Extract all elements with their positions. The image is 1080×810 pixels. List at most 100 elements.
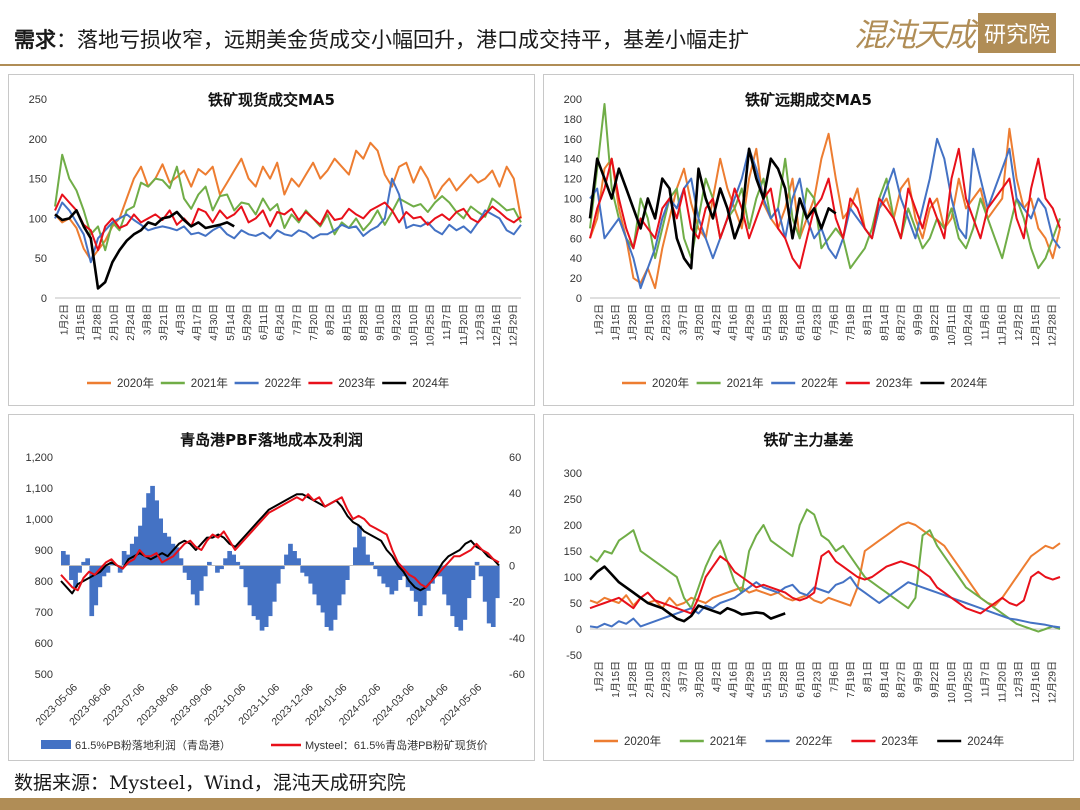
profit-bar	[105, 565, 111, 573]
x-tick-label: 3月20日	[694, 661, 706, 698]
x-tick-label: 12月16日	[491, 304, 503, 346]
y-tick-label: 180	[564, 114, 582, 126]
chart-title: 铁矿主力基差	[763, 431, 853, 449]
y-tick-label: 200	[564, 94, 582, 106]
y-tick-label: 150	[29, 174, 47, 186]
x-tick-label: 12月3日	[1013, 661, 1025, 698]
profit-bar	[259, 565, 265, 631]
x-tick-label: 10月10日	[408, 304, 420, 346]
y-tick-label: 80	[570, 213, 582, 225]
profit-bar	[320, 565, 326, 613]
x-tick-label: 2月23日	[661, 304, 673, 341]
profit-bar	[219, 565, 224, 570]
x-tick-label: 1月2日	[593, 304, 605, 335]
profit-bar	[377, 565, 382, 577]
chart-panel-pbf: 青岛港PBF落地成本及利润 500 600 700 800 900 1,000 1,100 1,…	[8, 414, 535, 761]
x-tick-label: 8月2日	[325, 304, 337, 335]
profit-bar	[178, 558, 184, 566]
x-tick-label: 12月28日	[1047, 304, 1059, 346]
profit-bar	[478, 565, 484, 577]
chart-panel-basis: 铁矿主力基差 -50 0 50 100 150 200 250 300 1月2日 1月15日 1月28…	[543, 414, 1074, 761]
profit-bar	[409, 565, 415, 591]
profit-bar	[227, 551, 232, 566]
x-tick-label: 10月25日	[424, 304, 436, 346]
header: 需求：落地亏损收窄，远期美金货成交小幅回升，港口成交持平，基差小幅走扩 混沌天成…	[0, 0, 1080, 66]
profit-bar	[61, 551, 66, 566]
y-tick-label: 0	[576, 293, 582, 305]
profit-bar	[316, 565, 322, 606]
series-line-2022	[589, 576, 1061, 629]
x-tick-label: 9月22日	[929, 661, 941, 698]
profit-bar	[77, 565, 82, 573]
y-tick-label-right: 20	[509, 524, 521, 536]
x-tick-label: 11月7日	[979, 661, 991, 697]
x-tick-label: 12月29日	[1047, 661, 1059, 703]
profit-bar	[69, 565, 74, 580]
profit-bar	[336, 565, 342, 606]
y-tick-label: 300	[564, 468, 582, 480]
legend-label-2023: 2023年	[338, 376, 375, 390]
profit-bar	[215, 565, 220, 573]
x-tick-label: 12月16日	[1030, 661, 1042, 703]
x-tick-label: 11月7日	[441, 304, 453, 340]
legend-label-2020: 2020年	[652, 376, 689, 390]
x-tick-label: 8月15日	[341, 304, 353, 341]
y-tick-label: 120	[564, 174, 582, 186]
x-tick-label: 1月15日	[610, 304, 622, 341]
profit-bar	[454, 565, 460, 627]
header-divider	[0, 64, 1080, 66]
profit-bar	[198, 565, 204, 591]
series-line-2021	[589, 508, 1061, 633]
chart-basis: 铁矿主力基差 -50 0 50 100 150 200 250 300 1月2日 1月15日 1月28…	[564, 431, 1061, 748]
x-tick-label: 4月29日	[744, 661, 756, 698]
y-tick-label: 150	[564, 546, 582, 558]
x-tick-label: 4月16日	[728, 304, 740, 341]
x-tick-label: 7月19日	[845, 304, 857, 341]
series-line-2024	[54, 209, 235, 290]
y-tick-label-left: 1,000	[25, 514, 53, 526]
profit-bar	[255, 565, 261, 620]
x-tick-label: 7月20日	[308, 304, 320, 341]
profit-bar	[158, 518, 163, 566]
profit-bar	[101, 565, 107, 577]
profit-bar	[308, 565, 314, 584]
series-line-2021	[54, 153, 522, 252]
y-tick-label: 20	[570, 273, 582, 285]
series-line-2023	[589, 550, 1061, 615]
y-tick-label-right: -20	[509, 597, 525, 609]
profit-bar	[482, 565, 488, 602]
x-tick-label: 7月6日	[828, 304, 840, 335]
chart-spot-volume: 铁矿现货成交MA5 0 50 100 150 200 250 1月2日 1月15日 1月28日 2月…	[29, 91, 522, 390]
profit-bar	[280, 565, 285, 570]
profit-bar	[353, 547, 358, 566]
y-tick-label-left: 900	[35, 545, 53, 557]
x-tick-label: 5月15日	[761, 661, 773, 698]
legend-label-2022: 2022年	[265, 376, 302, 390]
logo-script: 混沌天成	[853, 16, 976, 54]
chart-forward-volume: 铁矿远期成交MA5 0 20 40 60 80 100 120 140 160 180 200 1月2日…	[564, 91, 1061, 390]
y-tick-label-left: 700	[35, 607, 53, 619]
profit-bar	[312, 565, 318, 595]
x-tick-label: 7月6日	[828, 661, 840, 692]
profit-bar	[138, 525, 143, 566]
profit-bar	[251, 565, 257, 617]
profit-bar	[328, 565, 334, 631]
profit-bar	[247, 565, 253, 606]
profit-bar	[190, 565, 196, 595]
x-tick-label: 12月2日	[1013, 304, 1025, 341]
x-tick-label: 6月10日	[795, 304, 807, 341]
profit-bar	[146, 493, 151, 566]
profit-bar	[462, 565, 468, 620]
profit-bar	[332, 565, 338, 620]
x-tick-label: 10月11日	[946, 304, 958, 346]
x-tick-label: 9月22日	[929, 304, 941, 341]
legend-swatch-profit	[41, 740, 71, 749]
y-tick-label: 50	[570, 598, 582, 610]
legend-label-2021: 2021年	[727, 376, 764, 390]
y-tick-label: 50	[35, 253, 47, 265]
profit-bar	[340, 565, 346, 595]
x-tick-label: 8月28日	[358, 304, 370, 341]
x-tick-label: 3月7日	[677, 661, 689, 692]
legend-label-2023: 2023年	[876, 376, 913, 390]
profit-bar	[389, 565, 395, 595]
